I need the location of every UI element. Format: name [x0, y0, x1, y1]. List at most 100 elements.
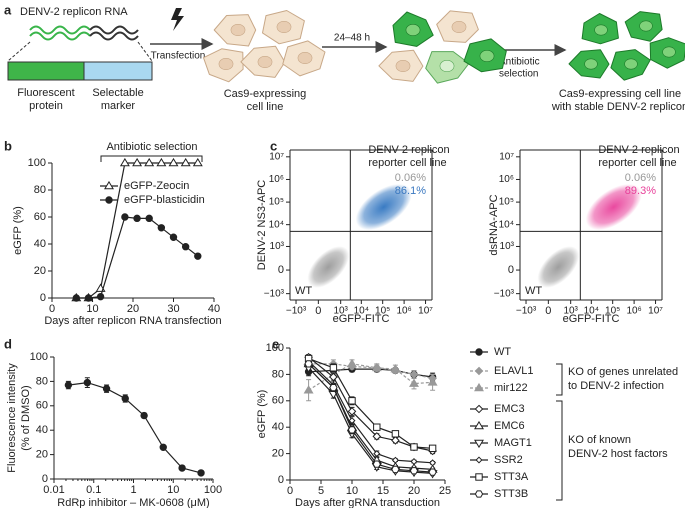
legend-label: MAGT1: [494, 437, 532, 449]
marker: [169, 233, 178, 241]
y-tick-label: 10⁶: [499, 174, 514, 185]
rna-strand: [89, 31, 139, 41]
segment-label: Fluorescent: [17, 87, 74, 99]
x-tick-label: 10⁴: [584, 306, 599, 317]
legend-label: eGFP-Zeocin: [124, 180, 189, 192]
marker: [390, 364, 401, 373]
marker: [427, 377, 438, 386]
marker: [347, 426, 357, 434]
x-tick-label: 0: [315, 305, 321, 317]
legend-marker: [475, 456, 483, 464]
panel-letter: d: [4, 336, 12, 351]
marker: [372, 432, 382, 441]
segment-label: marker: [101, 100, 136, 112]
legend-marker: [474, 439, 484, 449]
marker: [347, 358, 357, 368]
quadrant-label: 89.3%: [625, 185, 656, 197]
marker: [102, 385, 111, 393]
y-tick-label: 20: [272, 448, 284, 460]
y-tick-label: 80: [272, 368, 284, 380]
x-tick-label: 25: [439, 485, 451, 497]
segment-label: protein: [29, 100, 63, 112]
panel-letter: e: [272, 336, 279, 351]
series-line: [76, 162, 198, 299]
marker: [347, 407, 357, 416]
series-line: [76, 216, 199, 299]
density-cloud: [537, 246, 580, 288]
x-axis-label: eGFP-FITC: [563, 313, 620, 325]
nucleus: [662, 46, 676, 58]
marker: [96, 292, 105, 301]
step-label: Transfection: [151, 51, 206, 62]
x-tick-label: 0: [49, 303, 55, 315]
legend-label: WT: [494, 346, 511, 358]
y-tick-label: 0: [42, 473, 48, 485]
marker: [168, 157, 179, 167]
marker: [329, 384, 338, 392]
y-tick-label: 60: [272, 395, 284, 407]
marker: [348, 397, 356, 405]
legend-marker: [474, 366, 484, 376]
panel-letter: c: [270, 138, 277, 153]
y-axis-label: DENV-2 NS3-APC: [256, 180, 268, 271]
quadrant-label: 86.1%: [395, 185, 426, 197]
x-tick-label: 0: [287, 485, 293, 497]
marker: [409, 378, 419, 387]
marker: [197, 469, 205, 477]
legend-marker: [474, 420, 484, 430]
y-tick-label: 10⁷: [269, 151, 284, 162]
marker: [140, 411, 148, 420]
marker: [72, 294, 81, 302]
x-tick-label: 40: [208, 303, 220, 315]
x-tick-label: 0.01: [43, 484, 64, 496]
y-tick-label: 40: [272, 421, 284, 433]
legend-label: STT3A: [494, 471, 529, 483]
marker: [304, 360, 313, 368]
nucleus: [594, 24, 608, 36]
x-tick-label: 10⁶: [396, 306, 411, 317]
marker: [391, 456, 399, 464]
step-label: 24–48 h: [334, 33, 370, 44]
rna-label: DENV-2 replicon RNA: [20, 6, 128, 18]
marker: [303, 385, 314, 394]
legend-label: SSR2: [494, 454, 523, 466]
step-label: selection: [499, 69, 538, 80]
nucleus: [624, 58, 638, 70]
marker: [329, 364, 338, 372]
group-label: KO of known: [568, 434, 631, 446]
step-label: Antibiotic: [499, 57, 540, 68]
x-tick-label: 10⁶: [626, 306, 641, 317]
marker: [428, 468, 437, 476]
marker: [178, 464, 186, 472]
nucleus: [230, 23, 246, 37]
y-tick-label: −10³: [264, 288, 285, 299]
y-tick-label: 0: [278, 474, 284, 486]
nucleus: [479, 49, 495, 63]
y-tick-label: 10³: [270, 241, 285, 252]
group-bracket: [556, 400, 563, 501]
plot-title: reporter cell line: [368, 157, 446, 169]
marker: [371, 362, 382, 372]
legend-marker: [474, 490, 484, 498]
marker: [391, 436, 400, 445]
marker: [348, 417, 356, 425]
rna-strand: [29, 31, 91, 41]
y-tick-label: 40: [36, 424, 48, 436]
marker: [133, 214, 141, 223]
marker: [84, 294, 93, 302]
y-axis-label: dsRNA-APC: [488, 194, 500, 255]
y-tick-label: 80: [34, 184, 46, 196]
panel-letter: b: [4, 138, 12, 153]
nucleus: [451, 20, 467, 34]
marker: [410, 457, 418, 466]
density-cloud: [585, 183, 642, 231]
marker: [83, 378, 92, 387]
y-tick-label: 10⁷: [499, 151, 514, 162]
x-tick-label: 0.1: [86, 484, 101, 496]
marker: [373, 423, 381, 431]
marker: [180, 157, 191, 167]
nucleus: [218, 57, 234, 71]
marker: [145, 214, 153, 223]
y-tick-label: 60: [36, 400, 48, 412]
